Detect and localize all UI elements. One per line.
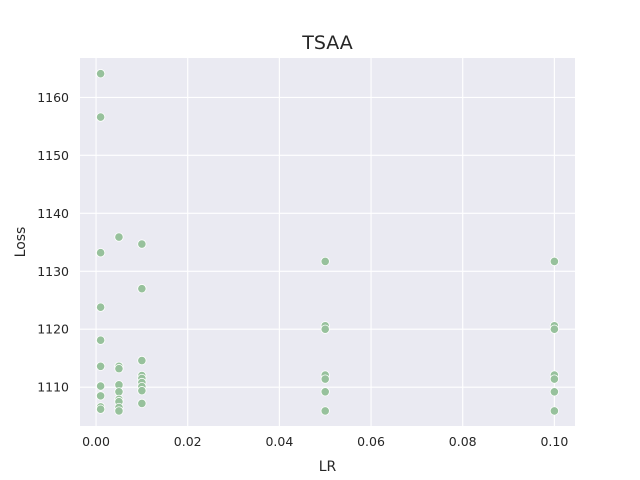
x-tick-label: 0.00 <box>82 434 110 449</box>
x-tick-labels: 0.00 0.02 0.04 0.06 0.08 0.10 <box>82 434 568 449</box>
data-point <box>96 404 106 414</box>
data-point <box>114 364 124 374</box>
data-points <box>96 69 559 416</box>
data-point <box>320 387 330 397</box>
chart-title: TSAA <box>301 32 353 54</box>
x-tick-label: 0.10 <box>540 434 568 449</box>
y-tick-label: 1150 <box>37 148 69 163</box>
data-point <box>96 381 106 391</box>
data-point <box>549 406 559 416</box>
data-point <box>96 391 106 401</box>
y-tick-label: 1120 <box>37 322 69 337</box>
data-point <box>96 335 106 345</box>
data-point <box>137 239 147 249</box>
x-tick-label: 0.04 <box>265 434 293 449</box>
y-tick-label: 1160 <box>37 90 69 105</box>
data-point <box>549 374 559 384</box>
data-point <box>96 112 106 122</box>
data-point <box>137 398 147 408</box>
data-point <box>96 69 106 79</box>
x-tick-label: 0.06 <box>357 434 385 449</box>
data-point <box>549 256 559 267</box>
y-tick-label: 1130 <box>37 264 69 279</box>
grid <box>80 58 575 426</box>
x-axis-label: LR <box>319 459 337 475</box>
y-tick-label: 1110 <box>37 380 69 395</box>
data-point <box>137 284 147 294</box>
data-point <box>320 324 330 334</box>
data-point <box>96 248 106 258</box>
y-tick-label: 1140 <box>37 206 69 221</box>
data-point <box>137 386 147 396</box>
data-point <box>320 256 330 267</box>
data-point <box>549 387 559 397</box>
data-point <box>137 355 147 366</box>
data-point <box>320 374 330 384</box>
data-point <box>549 324 559 334</box>
data-point <box>114 406 124 416</box>
x-tick-label: 0.08 <box>449 434 477 449</box>
data-point <box>96 361 106 371</box>
data-point <box>320 406 330 416</box>
y-tick-labels: 1110 1120 1130 1140 1150 1160 <box>37 90 69 395</box>
data-point <box>96 302 106 312</box>
plot-area <box>80 58 575 426</box>
y-axis-label: Loss <box>13 227 29 258</box>
x-tick-label: 0.02 <box>174 434 202 449</box>
data-point <box>114 232 124 242</box>
